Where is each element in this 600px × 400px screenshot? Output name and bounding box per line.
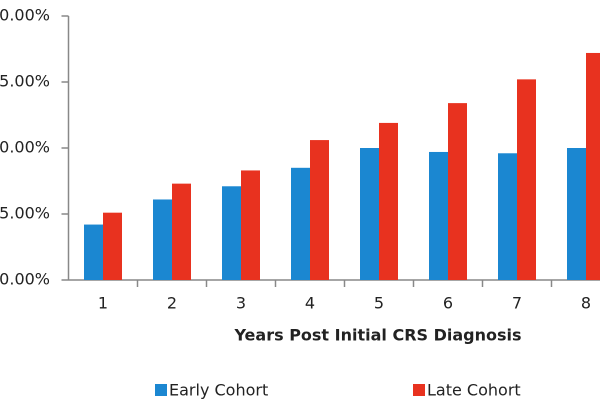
bar — [172, 183, 191, 280]
x-tick-label: 1 — [98, 294, 108, 313]
legend-label: Late Cohort — [427, 381, 521, 400]
legend-swatch — [413, 384, 425, 396]
y-tick-label: 20.00% — [0, 6, 50, 25]
bar — [103, 212, 122, 280]
x-tick-label: 4 — [305, 294, 315, 313]
y-tick-label: 15.00% — [0, 72, 50, 91]
y-tick-label: 0.00% — [0, 270, 50, 289]
x-tick-label: 3 — [236, 294, 246, 313]
bar — [222, 186, 241, 280]
legend-label: Early Cohort — [169, 381, 268, 400]
bar — [360, 148, 379, 280]
bar — [379, 122, 398, 280]
bar — [153, 199, 172, 280]
legend-swatch — [155, 384, 167, 396]
x-tick-label: 6 — [443, 294, 453, 313]
x-axis-label: Years Post Initial CRS Diagnosis — [233, 326, 521, 345]
bar — [567, 148, 586, 280]
bar — [429, 151, 448, 280]
bar — [586, 52, 600, 281]
bar — [291, 167, 310, 280]
bar — [310, 140, 329, 280]
bar — [241, 170, 260, 280]
bar — [448, 103, 467, 281]
y-tick-label: 5.00% — [0, 204, 50, 223]
y-tick-label: 10.00% — [0, 138, 50, 157]
x-tick-label: 2 — [167, 294, 177, 313]
bar — [84, 224, 103, 280]
x-tick-label: 8 — [581, 294, 591, 313]
x-tick-label: 7 — [512, 294, 522, 313]
bar — [498, 153, 517, 280]
x-tick-label: 5 — [374, 294, 384, 313]
bar — [517, 79, 536, 280]
